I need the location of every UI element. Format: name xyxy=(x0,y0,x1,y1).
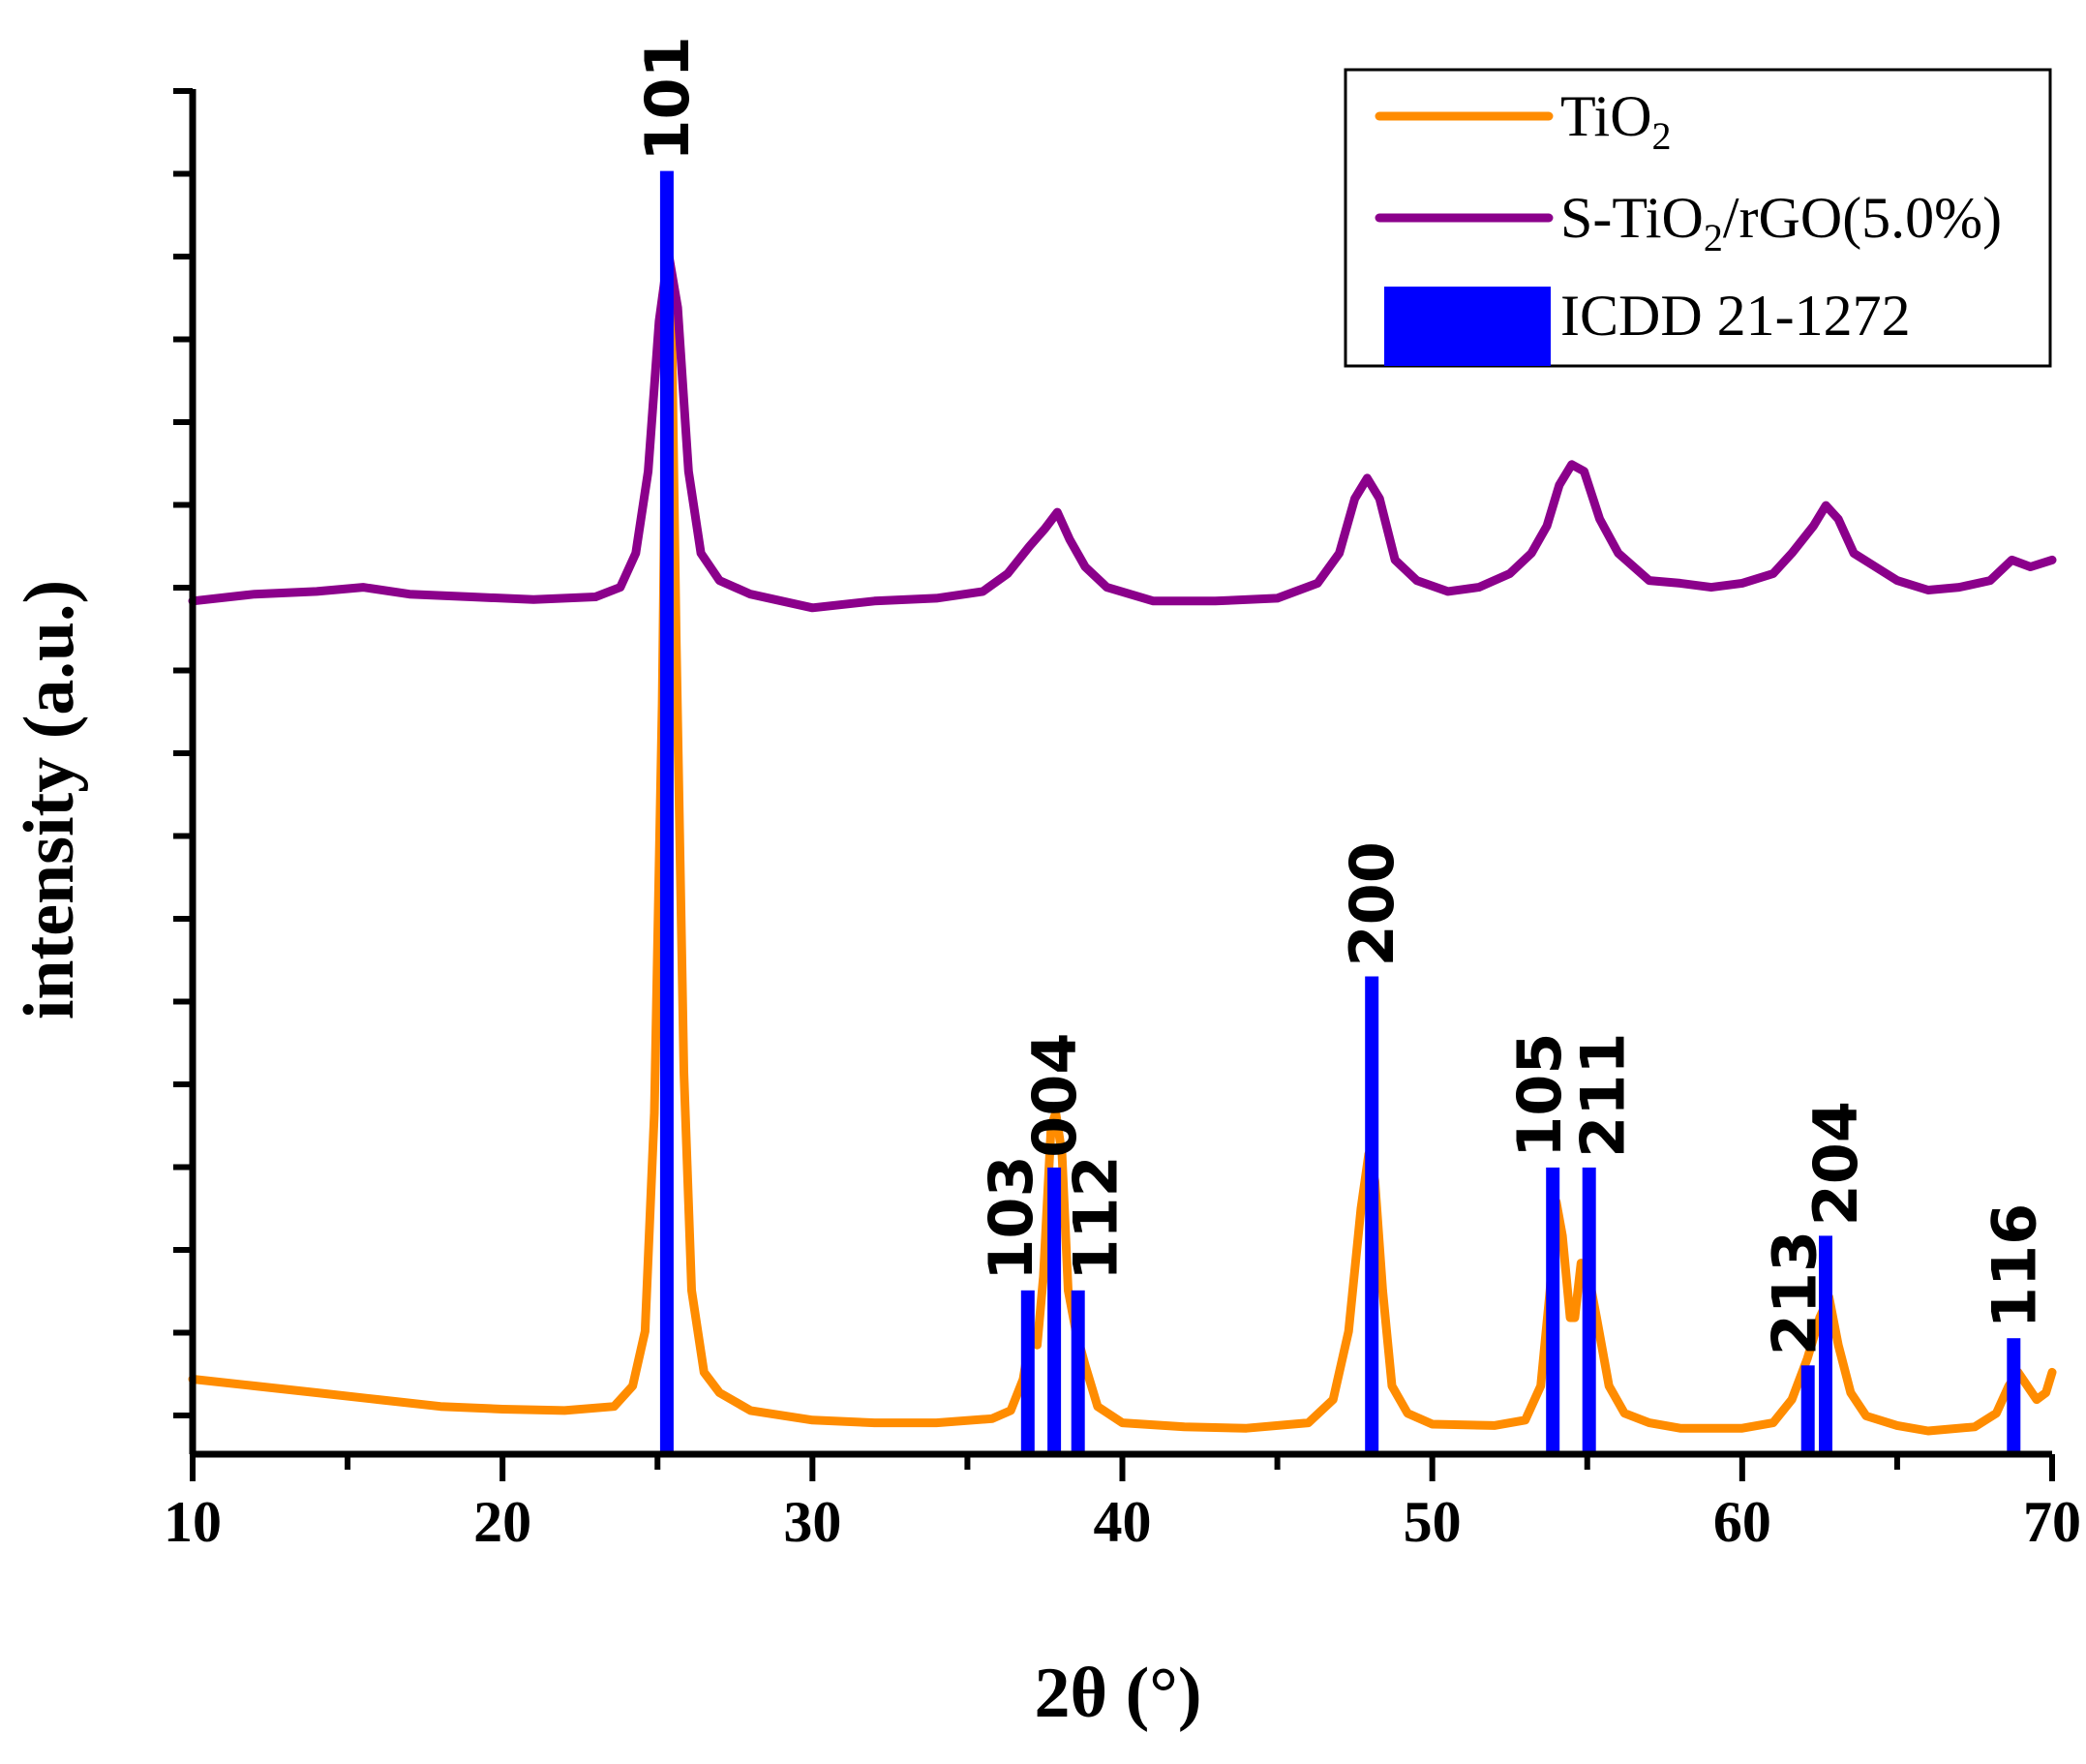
peak-label-105: 105 xyxy=(1504,1032,1575,1157)
x-tick-label: 30 xyxy=(783,1490,841,1554)
peak-label-004: 004 xyxy=(1019,1032,1090,1157)
legend: TiO2 S-TiO2/rGO(5.0%) ICDD 21-1272 xyxy=(1344,68,2052,368)
legend-label-1: S-TiO2/rGO(5.0%) xyxy=(1560,186,2002,259)
reference-bar-112 xyxy=(1071,1290,1085,1454)
x-tick-label: 50 xyxy=(1404,1490,1462,1554)
legend-label-2: ICDD 21-1272 xyxy=(1560,284,1911,348)
reference-bar-101 xyxy=(659,170,674,1455)
reference-bar-105 xyxy=(1546,1167,1560,1454)
reference-bar-116 xyxy=(2007,1338,2021,1454)
x-tick-label: 40 xyxy=(1094,1490,1152,1554)
reference-bar-211 xyxy=(1582,1167,1596,1454)
reference-bar-004 xyxy=(1047,1167,1062,1454)
x-tick-label: 10 xyxy=(164,1490,222,1554)
reference-bar-204 xyxy=(1819,1235,1832,1454)
x-tick-label: 70 xyxy=(2023,1490,2081,1554)
x-tick-label: 60 xyxy=(1713,1490,1771,1554)
series-line-1 xyxy=(188,248,2057,613)
axes-layer: 10 20 30 40 50 60 70 xyxy=(164,88,2081,1554)
x-axis-title: 2θ (°) xyxy=(1034,1654,1201,1733)
reference-bar-213 xyxy=(1800,1365,1815,1454)
peak-label-204: 204 xyxy=(1800,1101,1871,1226)
peak-label-112: 112 xyxy=(1061,1155,1132,1280)
reference-bar-200 xyxy=(1365,976,1379,1454)
legend-swatch-2 xyxy=(1384,287,1551,366)
peak-label-211: 211 xyxy=(1568,1032,1639,1157)
peak-label-116: 116 xyxy=(1979,1203,2049,1328)
y-axis-title: intensity (a.u.) xyxy=(10,580,89,1019)
x-tick-label: 20 xyxy=(473,1490,531,1554)
reference-bar-103 xyxy=(1020,1290,1035,1454)
legend-label-0: TiO2 xyxy=(1560,84,1672,158)
peak-label-200: 200 xyxy=(1337,841,1407,966)
data-layer xyxy=(188,170,2057,1455)
peak-label-213: 213 xyxy=(1760,1231,1830,1355)
peak-label-101: 101 xyxy=(632,36,703,161)
peak-label-103: 103 xyxy=(976,1155,1046,1280)
